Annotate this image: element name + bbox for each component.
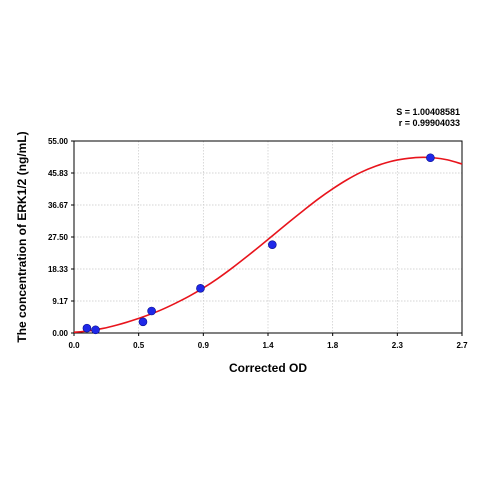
data-point: [82, 323, 92, 333]
data-point: [138, 317, 148, 327]
x-tick-label: 0.9: [198, 341, 210, 350]
data-point: [426, 153, 435, 163]
y-tick-label: 18.33: [48, 265, 69, 274]
data-point: [196, 284, 205, 293]
y-tick-label: 27.50: [48, 233, 69, 242]
axis-ticks: 0.0 0.5 0.9 1.4 1.8 2.3 2.7 0.00 9.17 18.33 27.50 3…: [48, 137, 468, 350]
fit-curve: [73, 156, 463, 334]
data-points: [82, 153, 435, 335]
data-point: [147, 306, 156, 316]
x-axis-label: Corrected OD: [229, 361, 307, 375]
y-axis-label: The concentration of ERK1/2 (ng/mL): [15, 131, 29, 342]
y-tick-label: 9.17: [52, 297, 68, 306]
r-statistic: r = 0.99904033: [398, 118, 460, 128]
y-tick-label: 0.00: [52, 329, 68, 338]
s-statistic: S = 1.00408581: [396, 107, 460, 117]
y-tick-label: 55.00: [48, 137, 69, 146]
x-tick-label: 0.0: [68, 341, 80, 350]
x-tick-label: 2.7: [456, 341, 468, 350]
y-tick-label: 45.83: [48, 169, 69, 178]
data-point: [268, 240, 277, 249]
y-tick-label: 36.67: [48, 201, 69, 210]
x-tick-label: 1.4: [262, 341, 274, 350]
x-tick-label: 0.5: [133, 341, 145, 350]
x-tick-label: 1.8: [327, 341, 339, 350]
data-point: [91, 325, 100, 335]
x-tick-label: 2.3: [392, 341, 404, 350]
grid: [74, 141, 462, 333]
